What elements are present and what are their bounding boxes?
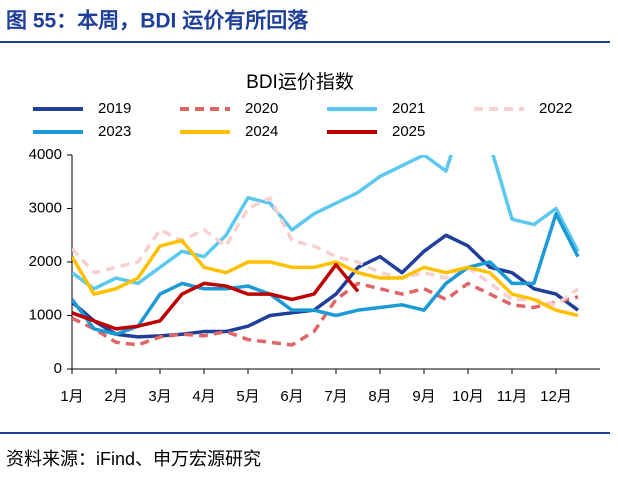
legend-label: 2024 [245, 123, 278, 140]
legend-label: 2021 [392, 100, 425, 117]
x-tick-label: 1月 [60, 388, 83, 405]
x-tick-label: 4月 [192, 388, 215, 405]
source-note: 资料来源：iFind、申万宏源研究 [6, 449, 261, 469]
x-tick-label: 9月 [412, 388, 435, 405]
x-tick-label: 10月 [452, 388, 484, 405]
y-tick-label: 3000 [29, 199, 62, 216]
figure-title: 图 55：本周，BDI 运价有所回落 [6, 9, 309, 33]
series-line [72, 238, 579, 318]
legend-label: 2025 [392, 123, 425, 140]
x-tick-label: 11月 [497, 388, 528, 405]
x-tick-label: 8月 [368, 388, 391, 405]
y-tick-label: 0 [54, 360, 62, 377]
legend-label: 2023 [98, 123, 131, 140]
series-line [72, 196, 580, 307]
x-tick-label: 2月 [104, 388, 127, 405]
legend-label: 2022 [539, 100, 572, 117]
y-tick-label: 1000 [29, 306, 62, 323]
series-line [72, 281, 579, 347]
legend-label: 2020 [245, 100, 278, 117]
x-tick-label: 5月 [236, 388, 259, 405]
x-tick-label: 6月 [280, 388, 303, 405]
x-tick-label: 7月 [324, 388, 347, 405]
series-line [72, 155, 580, 291]
y-tick-label: 4000 [29, 146, 62, 163]
series-line [72, 233, 580, 339]
legend-label: 2019 [98, 100, 131, 117]
series-line [72, 212, 580, 336]
x-tick-label: 12月 [540, 388, 572, 405]
chart-title: BDI运价指数 [246, 71, 354, 93]
series-line [72, 262, 360, 331]
y-tick-label: 2000 [29, 253, 62, 270]
x-tick-label: 3月 [148, 388, 171, 405]
